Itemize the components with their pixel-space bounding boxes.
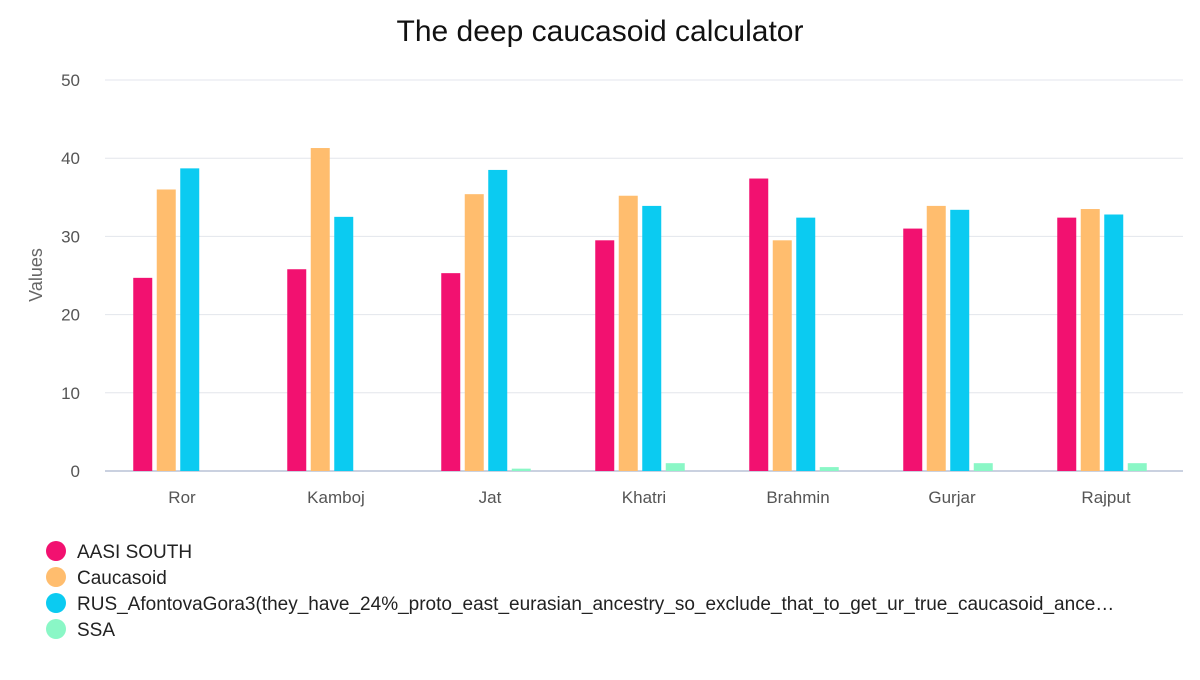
legend-item[interactable]: Caucasoid [46,567,167,589]
bar-aasi-south-gurjar [903,228,923,471]
legend-item[interactable]: AASI SOUTH [46,541,192,563]
chart-title: The deep caucasoid calculator [397,15,804,48]
x-tick-label: Ror [168,488,196,507]
bar-aasi-south-brahmin [749,178,769,472]
bar-aasi-south-rajput [1057,217,1077,471]
bar-rus-afontovagora3-ror [180,168,200,471]
legend-swatch [46,593,66,613]
bar-aasi-south-jat [441,273,461,471]
legend-label: RUS_AfontovaGora3(they_have_24%_proto_ea… [77,594,1114,615]
legend-label: SSA [77,620,115,641]
y-tick-label: 20 [61,306,80,325]
bar-ssa-khatri [665,463,685,471]
bar-rus-afontovagora3-khatri [642,205,662,472]
bar-rus-afontovagora3-brahmin [796,217,816,471]
bar-rus-afontovagora3-kamboj [334,216,354,471]
y-tick-label: 40 [61,149,80,168]
legend-swatch [46,567,66,587]
x-tick-label: Kamboj [307,488,365,507]
y-tick-label: 0 [71,462,80,481]
bar-rus-afontovagora3-jat [488,169,508,471]
legend-label: AASI SOUTH [77,542,192,563]
legend-swatch [46,541,66,561]
bar-ssa-rajput [1127,463,1147,471]
x-tick-label: Brahmin [766,488,829,507]
bar-caucasoid-kamboj [310,148,330,471]
x-tick-label: Khatri [622,488,666,507]
bar-caucasoid-brahmin [772,240,792,471]
legend-swatch [46,619,66,639]
bar-ssa-brahmin [819,467,839,471]
legend-item[interactable]: SSA [46,619,115,641]
y-tick-label: 10 [61,384,80,403]
y-tick-label: 50 [61,71,80,90]
legend-label: Caucasoid [77,568,167,589]
bar-caucasoid-gurjar [926,205,946,472]
x-tick-label: Jat [479,488,502,507]
bar-caucasoid-khatri [618,195,638,471]
bar-rus-afontovagora3-rajput [1104,214,1124,471]
bar-ssa-jat [511,468,531,471]
y-tick-label: 30 [61,227,80,246]
y-axis-label: Values [26,248,46,302]
bar-caucasoid-ror [156,189,176,472]
bar-caucasoid-jat [464,194,484,471]
bar-aasi-south-ror [133,277,153,471]
bars [133,148,1147,472]
x-tick-label: Rajput [1081,488,1130,507]
bar-ssa-gurjar [973,463,993,471]
bar-aasi-south-khatri [595,240,615,471]
bar-caucasoid-rajput [1080,209,1100,471]
bar-rus-afontovagora3-gurjar [950,209,970,471]
legend: AASI SOUTH Caucasoid RUS_AfontovaGora3(the… [46,541,1114,641]
x-axis: Ror Kamboj Jat Khatri Brahmin Gurjar Rajput [168,488,1131,507]
x-tick-label: Gurjar [928,488,976,507]
legend-item[interactable]: RUS_AfontovaGora3(they_have_24%_proto_ea… [46,593,1114,615]
bar-aasi-south-kamboj [287,269,307,471]
